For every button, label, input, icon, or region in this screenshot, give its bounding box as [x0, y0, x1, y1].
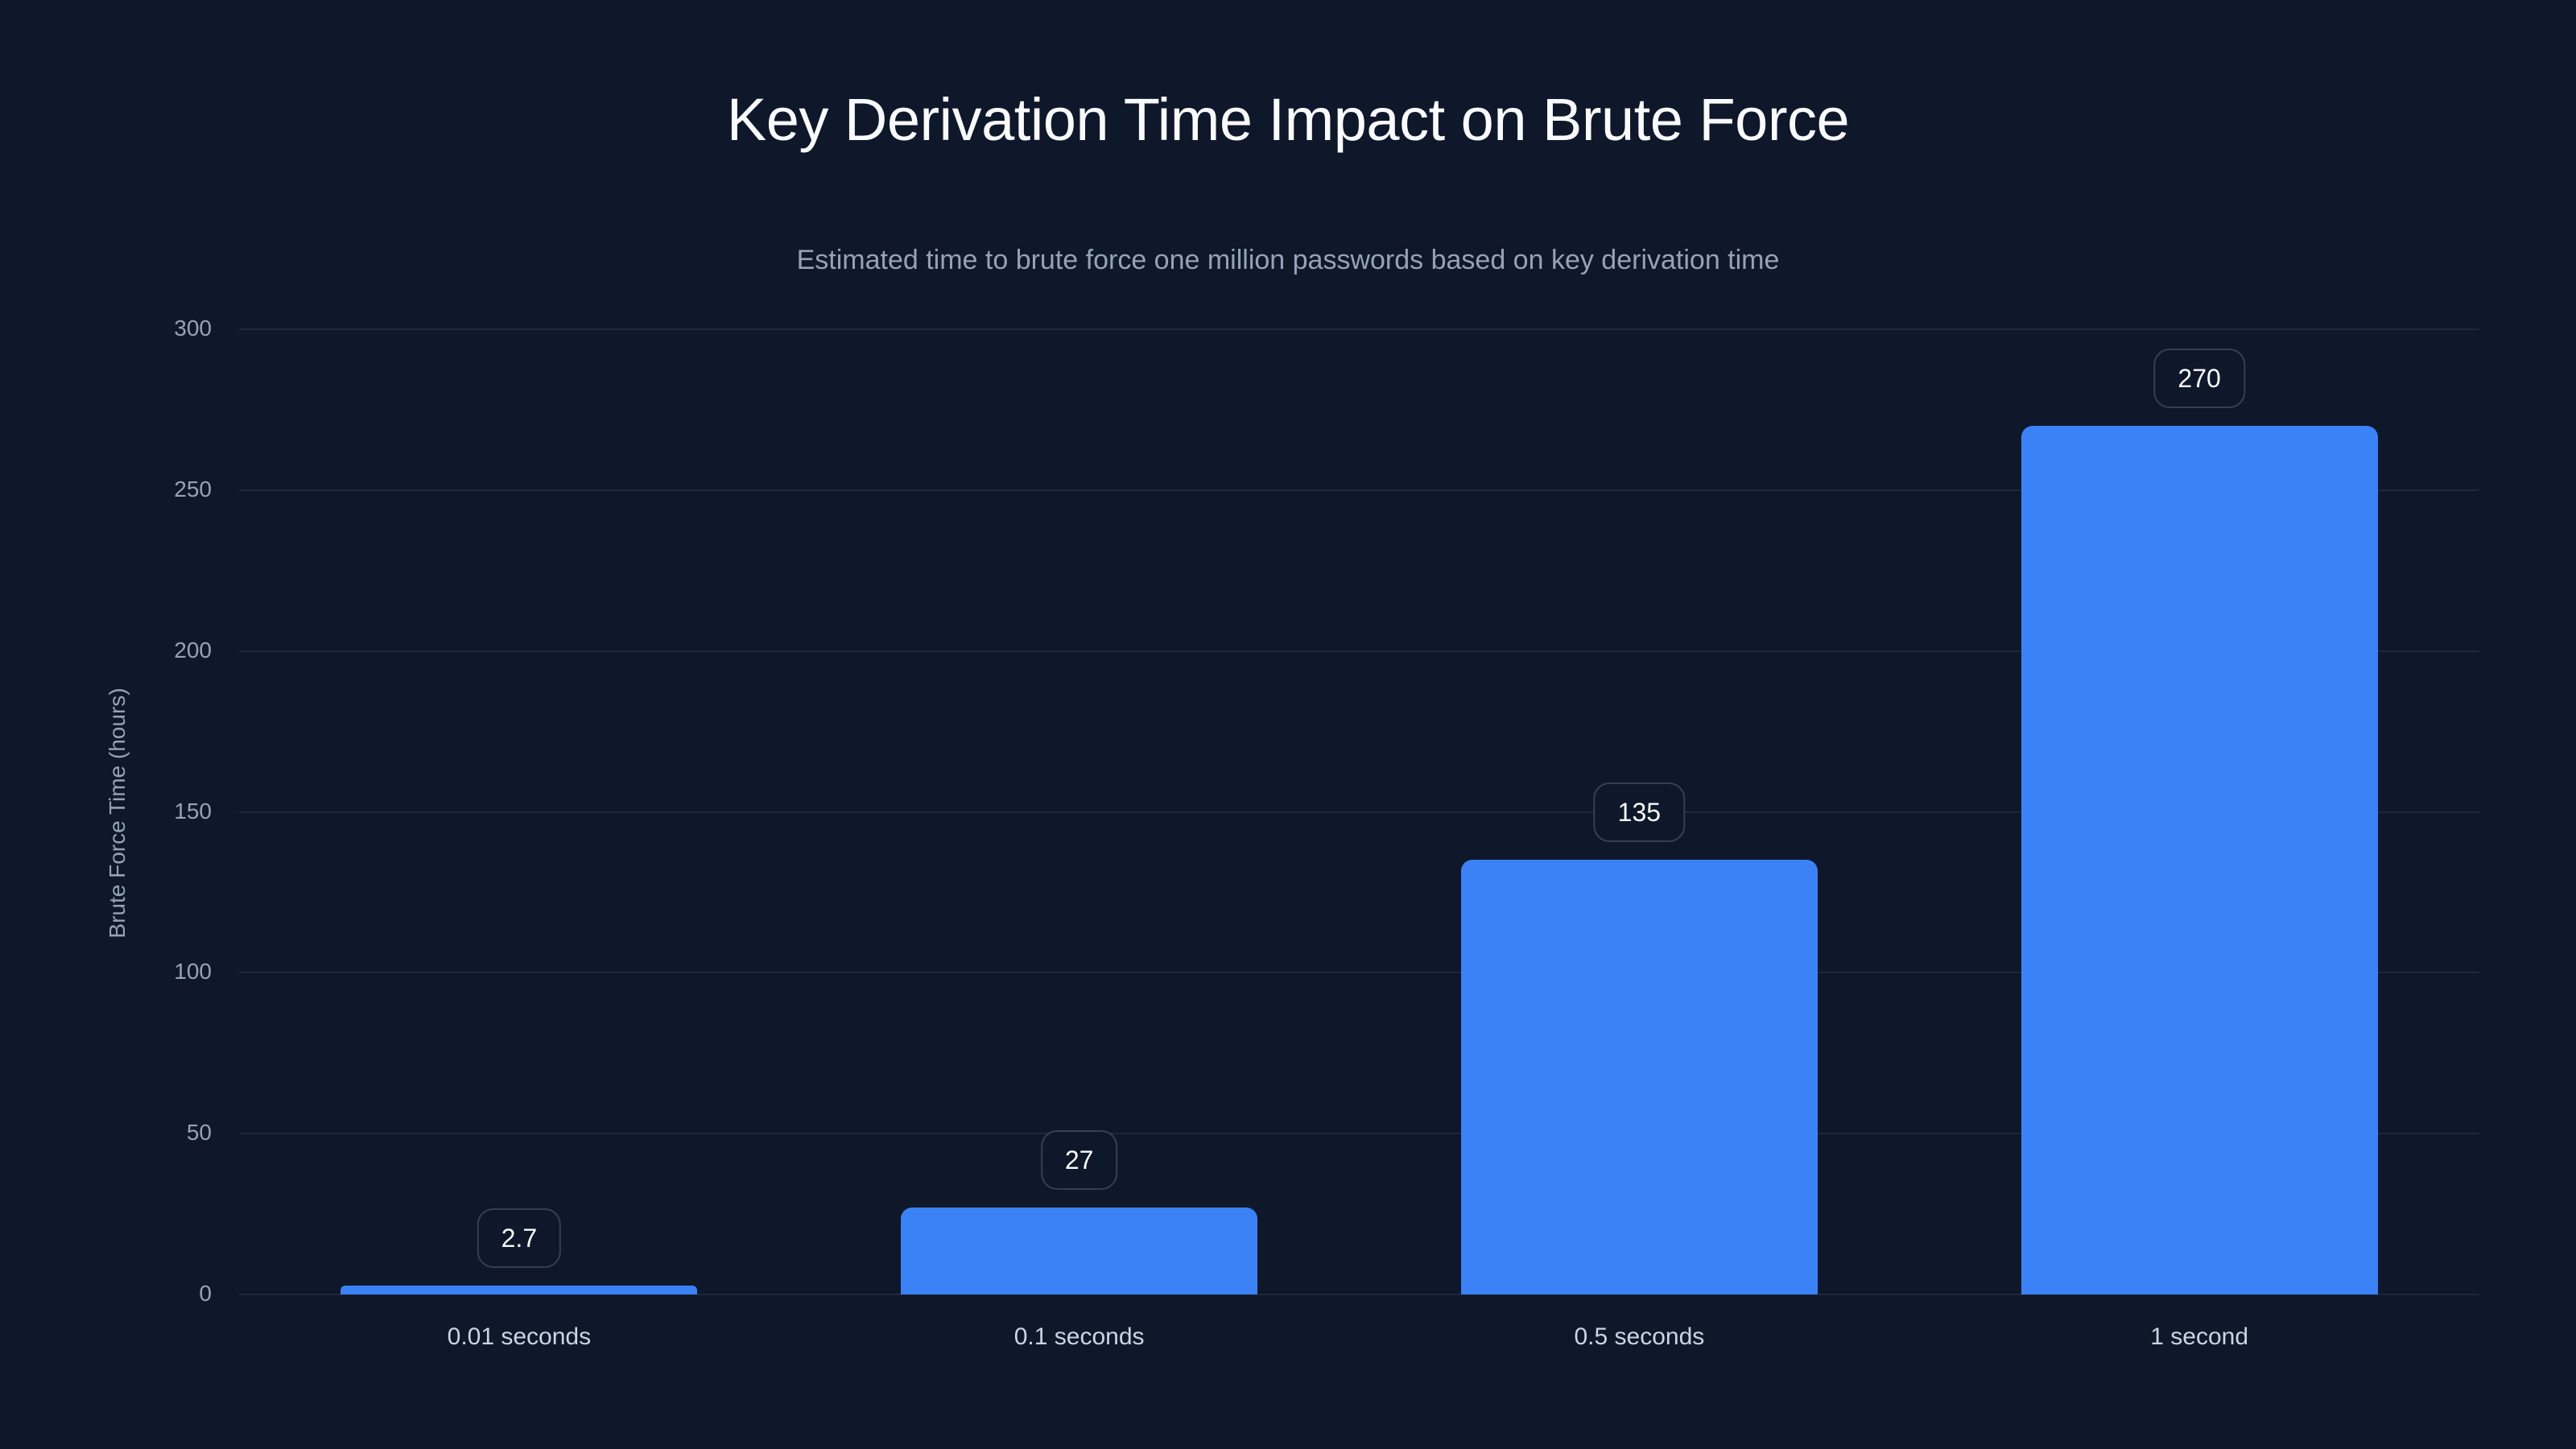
y-tick-label: 250	[174, 476, 212, 502]
bar[interactable]	[1460, 860, 1818, 1294]
x-tick-label: 0.1 seconds	[1013, 1323, 1145, 1350]
y-tick-label: 50	[186, 1120, 212, 1146]
gridline	[239, 1133, 2479, 1135]
bar[interactable]	[341, 1286, 698, 1294]
gridline	[239, 650, 2479, 652]
plot-area: 2.7 27 135 270	[239, 328, 2479, 1295]
x-tick-label: 1 second	[2150, 1323, 2249, 1350]
gridline	[239, 1294, 2479, 1295]
y-tick-label: 200	[174, 637, 212, 663]
y-tick-label: 100	[174, 959, 212, 985]
bar-value-label: 135	[1593, 782, 1686, 843]
bar-value-label: 27	[1040, 1130, 1118, 1191]
y-tick-label: 150	[174, 798, 212, 824]
bar[interactable]	[2021, 425, 2378, 1294]
y-tick-label: 300	[174, 316, 212, 341]
y-tick-label: 0	[199, 1281, 212, 1306]
bar-value-label: 2.7	[477, 1208, 562, 1269]
gridline	[239, 328, 2479, 330]
chart-subtitle: Estimated time to brute force one millio…	[796, 245, 1780, 275]
chart-title: Key Derivation Time Impact on Brute Forc…	[726, 86, 1850, 153]
gridline	[239, 811, 2479, 813]
gridline	[239, 972, 2479, 974]
bar[interactable]	[901, 1208, 1258, 1294]
x-tick-label: 0.01 seconds	[447, 1323, 592, 1350]
x-tick-label: 0.5 seconds	[1574, 1323, 1705, 1350]
gridline	[239, 489, 2479, 491]
bar-value-label: 270	[2153, 348, 2245, 408]
y-axis-label: Brute Force Time (hours)	[105, 687, 130, 939]
